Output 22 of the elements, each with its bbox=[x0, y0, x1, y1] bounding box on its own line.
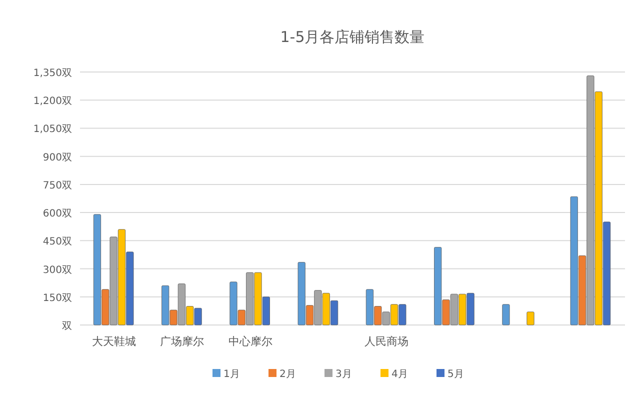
x-tick-label: 广场摩尔 bbox=[160, 335, 204, 348]
y-tick-label: 1,350双 bbox=[33, 68, 72, 79]
y-tick-label: 600双 bbox=[42, 208, 72, 220]
chart-title: 1-5月各店铺销售数量 bbox=[280, 28, 425, 46]
x-tick-label: 中心摩尔 bbox=[228, 335, 272, 348]
y-tick-label: 1,050双 bbox=[33, 124, 72, 136]
y-tick-label: 1,200双 bbox=[33, 96, 72, 108]
y-tick-label: 450双 bbox=[42, 236, 72, 248]
legend-label: 2月 bbox=[280, 369, 296, 380]
y-tick-label: 150双 bbox=[42, 292, 72, 304]
y-tick-label: 300双 bbox=[42, 264, 72, 276]
bar bbox=[502, 304, 510, 326]
x-tick-label: 人民商场 bbox=[364, 335, 409, 348]
y-tick-label: 双 bbox=[62, 321, 72, 332]
bar bbox=[526, 312, 534, 326]
legend-label: 5月 bbox=[448, 369, 464, 380]
y-tick-label: 750双 bbox=[42, 180, 72, 192]
legend-label: 1月 bbox=[224, 369, 240, 380]
y-tick-label: 900双 bbox=[42, 152, 72, 164]
legend-label: 3月 bbox=[336, 369, 352, 380]
x-tick-label: 大天鞋城 bbox=[92, 335, 136, 348]
legend-label: 4月 bbox=[392, 369, 408, 380]
